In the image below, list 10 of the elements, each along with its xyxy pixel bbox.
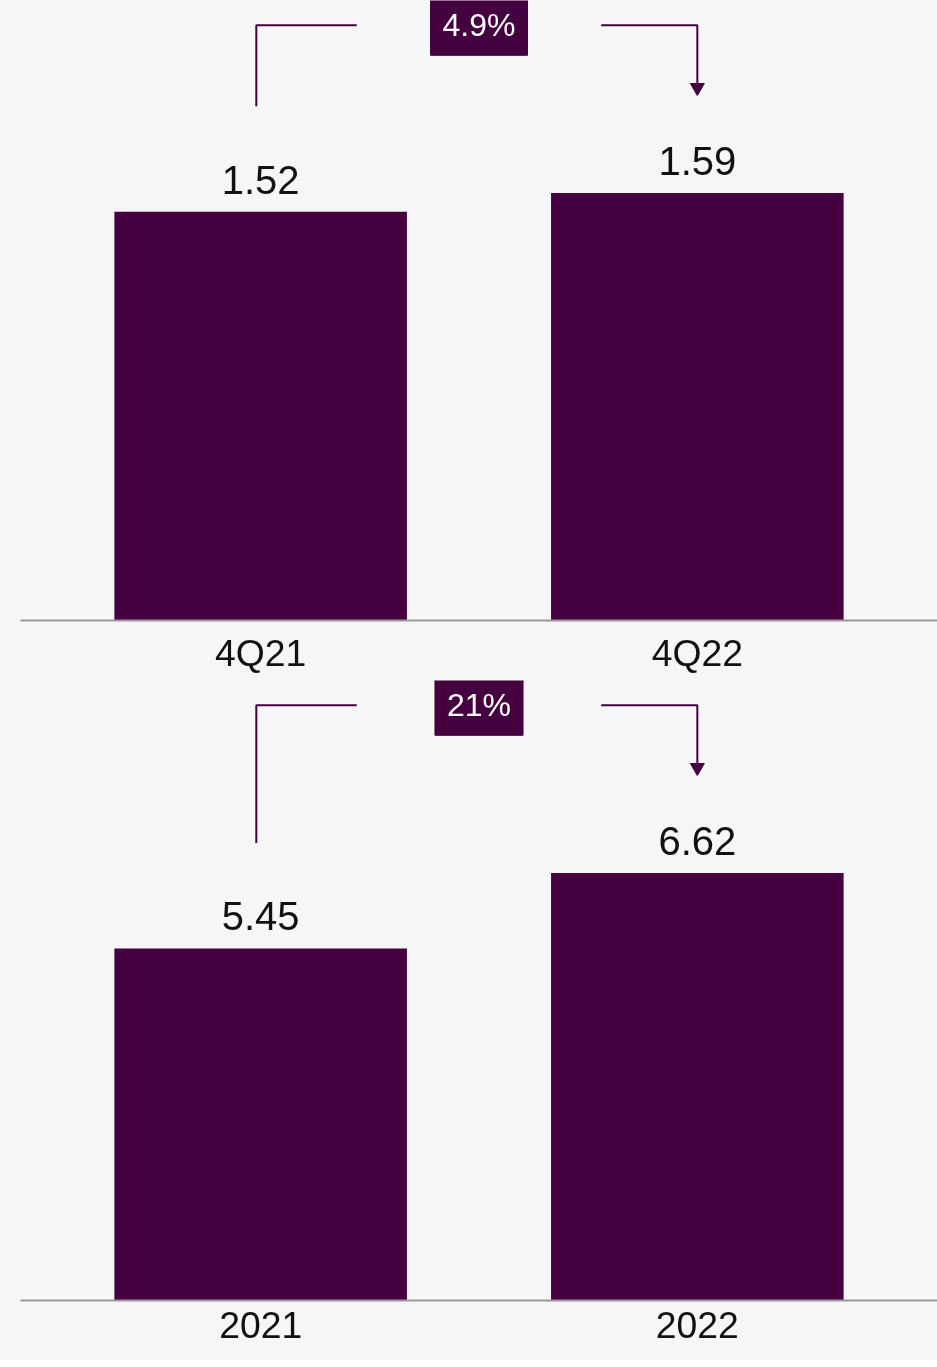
- x-tick-label: 2021: [219, 1303, 303, 1346]
- data-label: 1.52: [221, 157, 300, 202]
- x-tick-label: 2022: [655, 1303, 739, 1346]
- text: 4.9%: [442, 7, 516, 44]
- data-label: 6.62: [658, 818, 737, 863]
- x-tick-label: 4Q22: [651, 631, 743, 674]
- text: 21%: [446, 687, 512, 724]
- x-tick-label: 4Q21: [215, 631, 307, 674]
- data-label: 1.59: [658, 138, 737, 183]
- data-label: 5.45: [221, 894, 300, 939]
